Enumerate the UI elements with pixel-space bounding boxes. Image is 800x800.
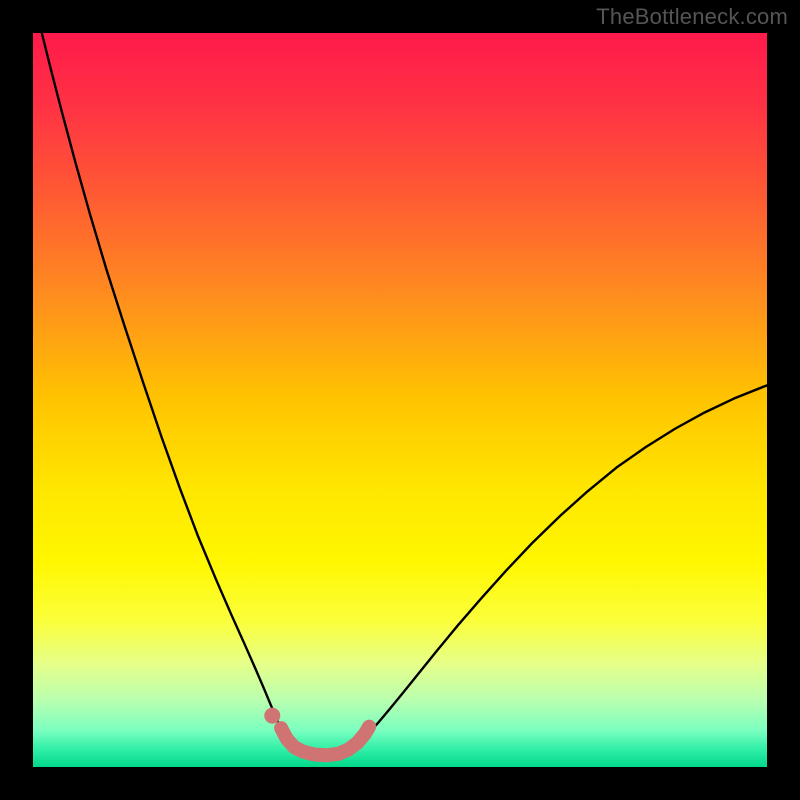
chart-stage: TheBottleneck.com [0,0,800,800]
bottleneck-chart [0,0,800,800]
valley-marker-dot [264,708,280,724]
gradient-background [33,33,767,767]
